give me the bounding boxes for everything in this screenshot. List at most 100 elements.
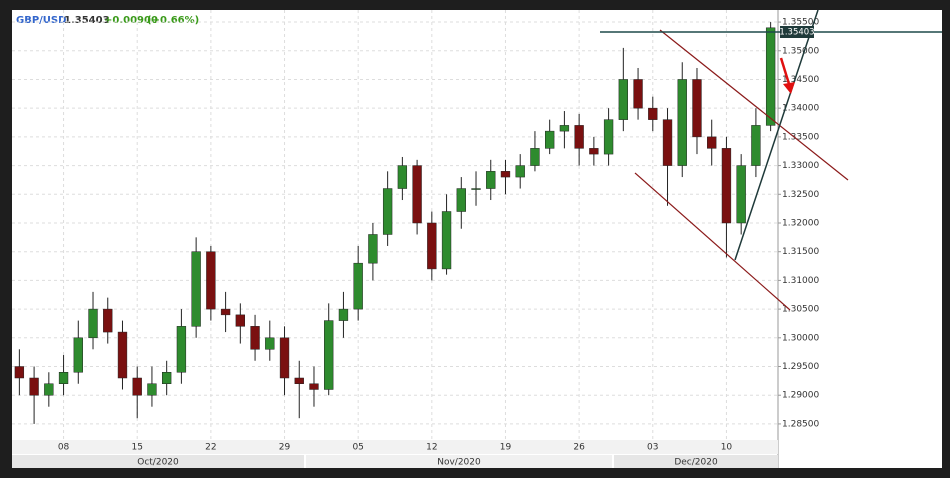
- right-area: [816, 10, 942, 468]
- candle-body: [162, 372, 172, 384]
- candle-body: [486, 171, 496, 189]
- month-label: Dec/2020: [674, 458, 718, 468]
- candle-body: [397, 165, 408, 189]
- y-tick-label: 1.31500: [782, 247, 819, 257]
- y-tick-label: 1.29500: [782, 362, 819, 372]
- candle-body: [132, 377, 142, 396]
- price-marker-label: 1.35403: [779, 28, 814, 38]
- y-tick-label: 1.31000: [782, 276, 819, 286]
- candle-body: [559, 125, 570, 132]
- candle-body: [530, 148, 540, 166]
- candle-body: [250, 326, 260, 350]
- candle-body: [412, 165, 422, 224]
- candle-body: [176, 326, 187, 373]
- candle-body: [574, 125, 584, 149]
- candle-body: [751, 125, 761, 166]
- x-tick-label: 29: [279, 443, 291, 453]
- arrow-head: [783, 82, 795, 94]
- channel-line: [634, 172, 791, 311]
- candle-body: [545, 130, 555, 149]
- month-band: [12, 455, 304, 468]
- candle-body: [618, 79, 628, 120]
- candle-body: [235, 314, 245, 327]
- candle-body: [368, 234, 378, 264]
- candle-body: [265, 337, 275, 350]
- y-tick-label: 1.35000: [782, 46, 819, 56]
- y-tick-label: 1.28500: [782, 419, 819, 429]
- y-tick-label: 1.32500: [782, 190, 819, 200]
- candle-body: [707, 136, 717, 149]
- month-band: [306, 455, 612, 468]
- candle-body: [500, 171, 511, 178]
- x-tick-label: 15: [131, 443, 142, 453]
- candle-body: [309, 383, 319, 390]
- change: +0.00900: [104, 15, 158, 26]
- candle-body: [353, 262, 363, 310]
- candle-body: [191, 251, 201, 327]
- candle-body: [382, 188, 393, 235]
- channel-line: [659, 29, 849, 181]
- y-tick-label: 1.35500: [782, 18, 819, 28]
- candle-body: [294, 377, 304, 384]
- x-tick-label: 10: [721, 443, 733, 453]
- candle-body: [471, 188, 481, 190]
- candle-body: [589, 148, 599, 155]
- candle-body: [677, 79, 687, 166]
- candle-body: [692, 79, 702, 138]
- candle-body: [220, 308, 231, 316]
- candle-body: [456, 188, 466, 212]
- candle-body: [117, 331, 128, 379]
- day-axis: [12, 440, 778, 454]
- change-pct: (+0.66%): [147, 15, 199, 26]
- candle-body: [736, 165, 746, 224]
- price-marker: [780, 26, 814, 38]
- candle-body: [633, 79, 643, 109]
- symbol: GBP/USD: [16, 15, 66, 26]
- candle-body: [206, 251, 216, 310]
- candle-body: [44, 383, 54, 396]
- candle-body: [73, 337, 83, 373]
- candle-body: [441, 211, 452, 270]
- candle-body: [338, 308, 349, 321]
- x-tick-label: 12: [426, 443, 437, 453]
- candle-body: [648, 107, 658, 120]
- candle-body: [103, 308, 113, 333]
- candle-body: [765, 27, 776, 126]
- y-tick-label: 1.33000: [782, 161, 819, 171]
- x-tick-label: 22: [205, 443, 216, 453]
- drawings: [600, 9, 942, 311]
- candle-body: [147, 383, 157, 396]
- candle-body: [58, 372, 69, 384]
- y-tick-label: 1.33500: [782, 132, 819, 142]
- y-tick-label: 1.34000: [782, 104, 819, 114]
- candle-body: [603, 119, 614, 155]
- month-band: [614, 455, 778, 468]
- x-tick-label: 03: [647, 443, 658, 453]
- x-tick-label: 19: [500, 443, 512, 453]
- candle-body: [427, 222, 437, 270]
- y-tick-label: 1.29000: [782, 391, 819, 401]
- candle-body: [29, 377, 39, 396]
- candle-body: [279, 337, 290, 379]
- candle-body: [662, 119, 673, 166]
- plot: 1.28500 1.29000 1.29500 1.30000 1.30500 1.310…: [12, 10, 819, 453]
- y-tick-label: 1.32000: [782, 218, 819, 228]
- chart-area: [12, 10, 816, 468]
- y-tick-label: 1.30000: [782, 333, 819, 343]
- x-tick-label: 05: [352, 443, 363, 453]
- candle-body: [721, 148, 732, 224]
- candle-body: [324, 320, 334, 390]
- y-tick-label: 1.34500: [782, 75, 819, 85]
- month-label: Nov/2020: [437, 458, 481, 468]
- y-tick-label: 1.30500: [782, 305, 819, 315]
- x-tick-label: 08: [58, 443, 70, 453]
- arrow: [779, 57, 791, 85]
- candle-body: [14, 366, 25, 379]
- candle-body: [515, 165, 525, 178]
- x-tick-label: 26: [573, 443, 585, 453]
- month-label: Oct/2020: [137, 458, 179, 468]
- trend-line: [734, 9, 819, 261]
- candle-body: [88, 308, 98, 339]
- last-price: 1.35403: [64, 15, 110, 26]
